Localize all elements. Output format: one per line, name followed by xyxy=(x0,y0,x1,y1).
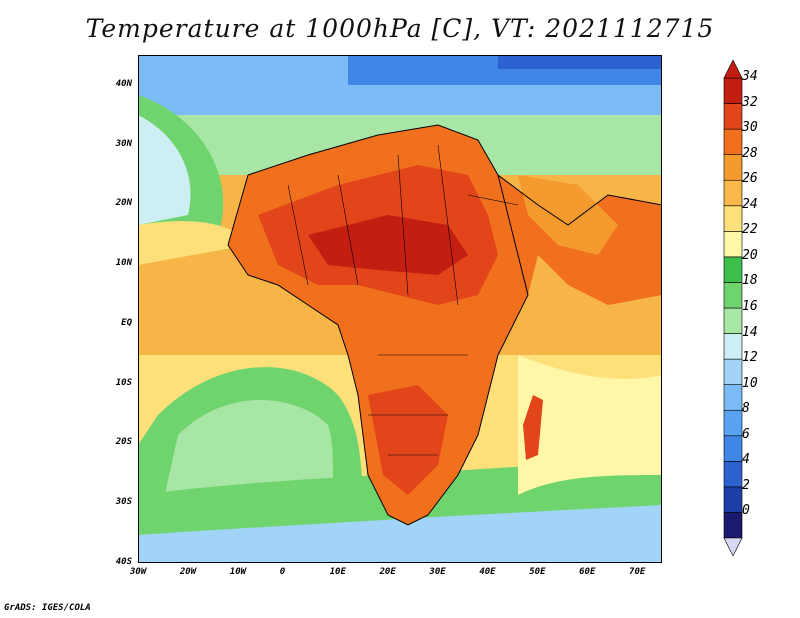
colorbar-segment xyxy=(723,333,743,360)
colorbar-tick-label: 18 xyxy=(742,273,758,289)
indian-ocean-yellow xyxy=(518,355,662,495)
colorbar-tick-label: 4 xyxy=(742,452,750,468)
colorbar-tick-label: 26 xyxy=(742,171,758,187)
lat-tick-label: 20S xyxy=(115,437,132,448)
lon-tick-label: 70E xyxy=(629,567,646,577)
southern-africa-hot xyxy=(368,385,448,495)
colorbar-segment xyxy=(723,461,743,488)
colorbar-segment xyxy=(723,384,743,411)
lon-tick-label: 40E xyxy=(479,567,496,577)
colorbar-max-arrow xyxy=(723,60,743,79)
madagascar xyxy=(523,395,543,460)
colorbar-tick-label: 0 xyxy=(742,503,750,519)
colorbar-segment xyxy=(723,205,743,232)
temperature-map xyxy=(138,55,662,563)
colorbar-tick-label: 16 xyxy=(742,299,758,314)
colorbar-segment xyxy=(723,77,743,104)
colorbar-tick-label: 32 xyxy=(742,94,758,110)
colorbar-tick-label: 20 xyxy=(742,247,758,263)
colorbar-tick-label: 24 xyxy=(742,196,758,212)
colorbar-tick-label: 30 xyxy=(742,120,758,136)
colorbar-tick-label: 2 xyxy=(742,477,750,493)
colorbar-tick-label: 22 xyxy=(742,222,758,238)
lon-tick-label: 20E xyxy=(379,567,396,577)
lon-tick-label: 10E xyxy=(329,567,346,577)
colorbar-segment xyxy=(723,103,743,130)
map-title: Temperature at 1000hPa [C], VT: 20211127… xyxy=(85,14,715,43)
colorbar-segment xyxy=(723,231,743,258)
colorbar-min-arrow xyxy=(723,537,743,556)
europe-coldest xyxy=(498,55,662,69)
lat-tick-label: 30S xyxy=(115,497,132,508)
lat-tick-label: EQ xyxy=(121,317,132,328)
colorbar-segment xyxy=(723,179,743,207)
lon-tick-label: 20W xyxy=(179,567,197,577)
colorbar-segment xyxy=(723,282,743,309)
north-atlantic-cool xyxy=(138,115,191,225)
colorbar-tick-label: 10 xyxy=(742,375,758,391)
lon-tick-label: 0 xyxy=(279,567,286,577)
colorbar-segment xyxy=(723,486,743,513)
lon-tick-label: 10W xyxy=(229,567,247,577)
colorbar-tick-label: 34 xyxy=(742,69,758,84)
colorbar-tick-label: 12 xyxy=(742,350,758,366)
arabia-hot xyxy=(518,175,618,255)
lon-tick-label: 30W xyxy=(130,567,147,577)
lat-tick-label: 10S xyxy=(115,377,132,388)
credit-text: GrADS: IGES/COLA xyxy=(4,603,91,613)
colorbar-segment xyxy=(723,409,743,437)
lat-tick-label: 10N xyxy=(115,258,132,269)
colorbar-segment xyxy=(723,256,743,283)
lat-tick-label: 40N xyxy=(115,78,132,89)
lat-tick-label: 20N xyxy=(115,198,132,209)
colorbar-tick-label: 14 xyxy=(742,324,758,340)
colorbar-segment xyxy=(723,512,743,539)
colorbar-tick-label: 8 xyxy=(742,401,750,417)
colorbar-segment xyxy=(723,358,743,385)
lon-tick-label: 60E xyxy=(579,567,596,577)
colorbar-segment xyxy=(723,154,743,181)
colorbar-tick-label: 28 xyxy=(742,145,758,161)
colorbar-segment xyxy=(723,128,743,155)
coastline xyxy=(227,124,662,526)
lat-tick-label: 30N xyxy=(115,138,132,149)
north-atlantic-yellow xyxy=(138,221,248,265)
country-borders xyxy=(287,144,519,456)
southern-ocean-cool xyxy=(138,505,662,563)
lon-tick-label: 30E xyxy=(429,567,446,577)
colorbar-tick-label: 6 xyxy=(742,426,750,442)
lon-tick-label: 50E xyxy=(529,567,546,577)
colorbar-segment xyxy=(723,307,743,334)
lat-tick-label: 40S xyxy=(115,557,132,567)
colorbar xyxy=(723,60,743,556)
colorbar-segment xyxy=(723,435,743,462)
